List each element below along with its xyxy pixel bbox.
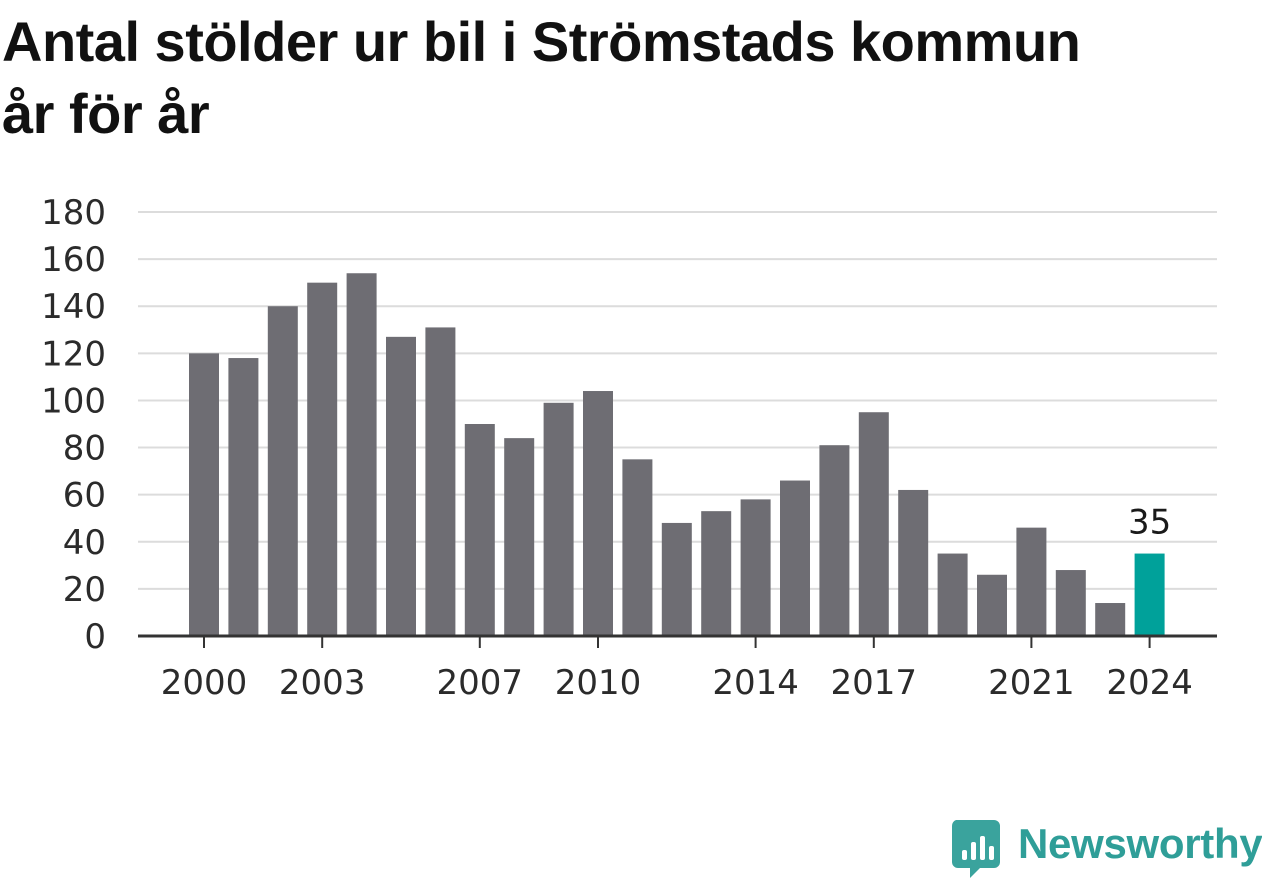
y-tick-label: 40 xyxy=(63,523,106,563)
bar-2019 xyxy=(937,553,968,636)
logo-text: Newsworthy xyxy=(1018,820,1262,867)
bar-2001 xyxy=(228,358,259,636)
bar-2024 xyxy=(1134,553,1165,636)
x-tick-label: 2000 xyxy=(161,663,248,703)
bar-2018 xyxy=(898,489,929,636)
bar-2009 xyxy=(543,402,574,636)
y-tick-label: 140 xyxy=(41,287,106,327)
chart-title: Antal stölder ur bil i Strömstads kommun… xyxy=(2,10,1081,145)
bar-2010 xyxy=(583,391,613,636)
y-tick-label: 60 xyxy=(63,476,106,516)
bar-2008 xyxy=(504,438,535,636)
newsworthy-logo[interactable]: Newsworthy xyxy=(950,816,1262,878)
bar-2005 xyxy=(386,336,416,636)
y-tick-label: 20 xyxy=(63,570,106,610)
bar-2017 xyxy=(858,412,889,636)
newsworthy-logo-icon xyxy=(951,820,1000,878)
bar-2007 xyxy=(464,424,495,636)
x-tick-label: 2014 xyxy=(712,663,799,703)
x-tick-label: 2017 xyxy=(831,663,918,703)
x-tick-label: 2010 xyxy=(555,663,642,703)
y-axis-ticks: 0 20 40 60 80 100 120 140 160 180 xyxy=(41,193,106,657)
bar-2020 xyxy=(977,574,1007,636)
bar-2016 xyxy=(819,445,850,636)
bar-2000 xyxy=(189,353,219,636)
bar-2006 xyxy=(425,327,456,636)
bar-2012 xyxy=(661,522,692,636)
y-tick-label: 180 xyxy=(41,193,106,233)
x-tick-label: 2024 xyxy=(1106,663,1193,703)
bar-2003 xyxy=(307,282,338,636)
x-tick-label: 2003 xyxy=(279,663,366,703)
y-tick-label: 120 xyxy=(41,334,106,374)
x-tick-label: 2007 xyxy=(437,663,524,703)
bar-2013 xyxy=(701,511,732,636)
bars xyxy=(189,273,1165,636)
bar-2021 xyxy=(1016,527,1047,636)
bar-2014 xyxy=(740,499,771,636)
data-labels: 35 xyxy=(1128,503,1171,543)
y-tick-label: 160 xyxy=(41,240,106,280)
data-label-2024: 35 xyxy=(1128,503,1171,543)
x-tick-label: 2021 xyxy=(988,663,1075,703)
bar-2022 xyxy=(1055,570,1086,636)
bar-2004 xyxy=(346,273,377,636)
x-axis: 2000 2003 2007 2010 2014 2017 2021 2024 xyxy=(138,634,1217,703)
y-tick-label: 80 xyxy=(63,429,106,469)
y-tick-label: 100 xyxy=(41,381,106,421)
bar-2023 xyxy=(1095,603,1126,636)
bar-2011 xyxy=(622,459,653,636)
y-tick-label: 0 xyxy=(84,617,106,657)
bar-2015 xyxy=(780,480,810,636)
bar-2002 xyxy=(267,306,298,636)
